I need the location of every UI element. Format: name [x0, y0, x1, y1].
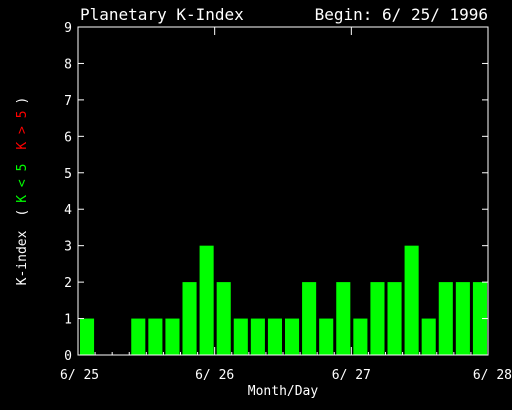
bars	[80, 245, 487, 355]
bar	[319, 318, 334, 355]
y-tick-label: 9	[64, 21, 72, 36]
y-tick-label: 6	[64, 130, 72, 145]
bar	[148, 318, 163, 355]
y-tick-label: 8	[64, 57, 72, 72]
x-axis-label: Month/Day	[248, 384, 319, 399]
y-tick-label: 0	[64, 349, 72, 364]
bar	[421, 318, 436, 355]
y-tick-label: 5	[64, 167, 72, 182]
y-axis-label-open: (	[15, 209, 30, 217]
bar	[80, 318, 95, 355]
y-tick-label: 3	[64, 240, 72, 255]
y-tick-label: 7	[64, 94, 72, 109]
bar	[387, 282, 402, 355]
x-tick-label: 6/ 25	[60, 368, 99, 383]
bar	[472, 282, 487, 355]
begin-date-label: Begin: 6/ 25/ 1996	[315, 5, 488, 24]
bar	[165, 318, 180, 355]
bar	[404, 245, 419, 355]
y-axis-label-low: K < 5	[15, 164, 30, 203]
bar	[438, 282, 453, 355]
bar	[182, 282, 197, 355]
x-tick-label: 6/ 26	[195, 368, 234, 383]
bar	[250, 318, 265, 355]
y-tick-label: 4	[64, 203, 72, 218]
y-axis-label-close: )	[15, 97, 30, 105]
chart-title: Planetary K-Index	[80, 5, 244, 24]
bar	[267, 318, 282, 355]
bar	[285, 318, 300, 355]
y-axis-ticks: 0 1 2 3 4 5 6 7 8 9	[64, 21, 488, 364]
y-axis-label: K-index ( K < 5 K > 5)	[15, 97, 30, 286]
bar	[233, 318, 248, 355]
y-tick-label: 2	[64, 276, 72, 291]
bar	[336, 282, 351, 355]
y-axis-label-high: K > 5	[15, 110, 30, 149]
bar	[199, 245, 214, 355]
y-tick-label: 1	[64, 313, 72, 328]
bar	[353, 318, 368, 355]
bar	[302, 282, 317, 355]
bar	[131, 318, 146, 355]
bar	[455, 282, 470, 355]
x-tick-label: 6/ 28	[473, 368, 512, 383]
bar	[216, 282, 231, 355]
plot-frame	[77, 26, 489, 356]
y-axis-label-prefix: K-index	[15, 230, 30, 285]
bar	[370, 282, 385, 355]
x-tick-label: 6/ 27	[332, 368, 371, 383]
